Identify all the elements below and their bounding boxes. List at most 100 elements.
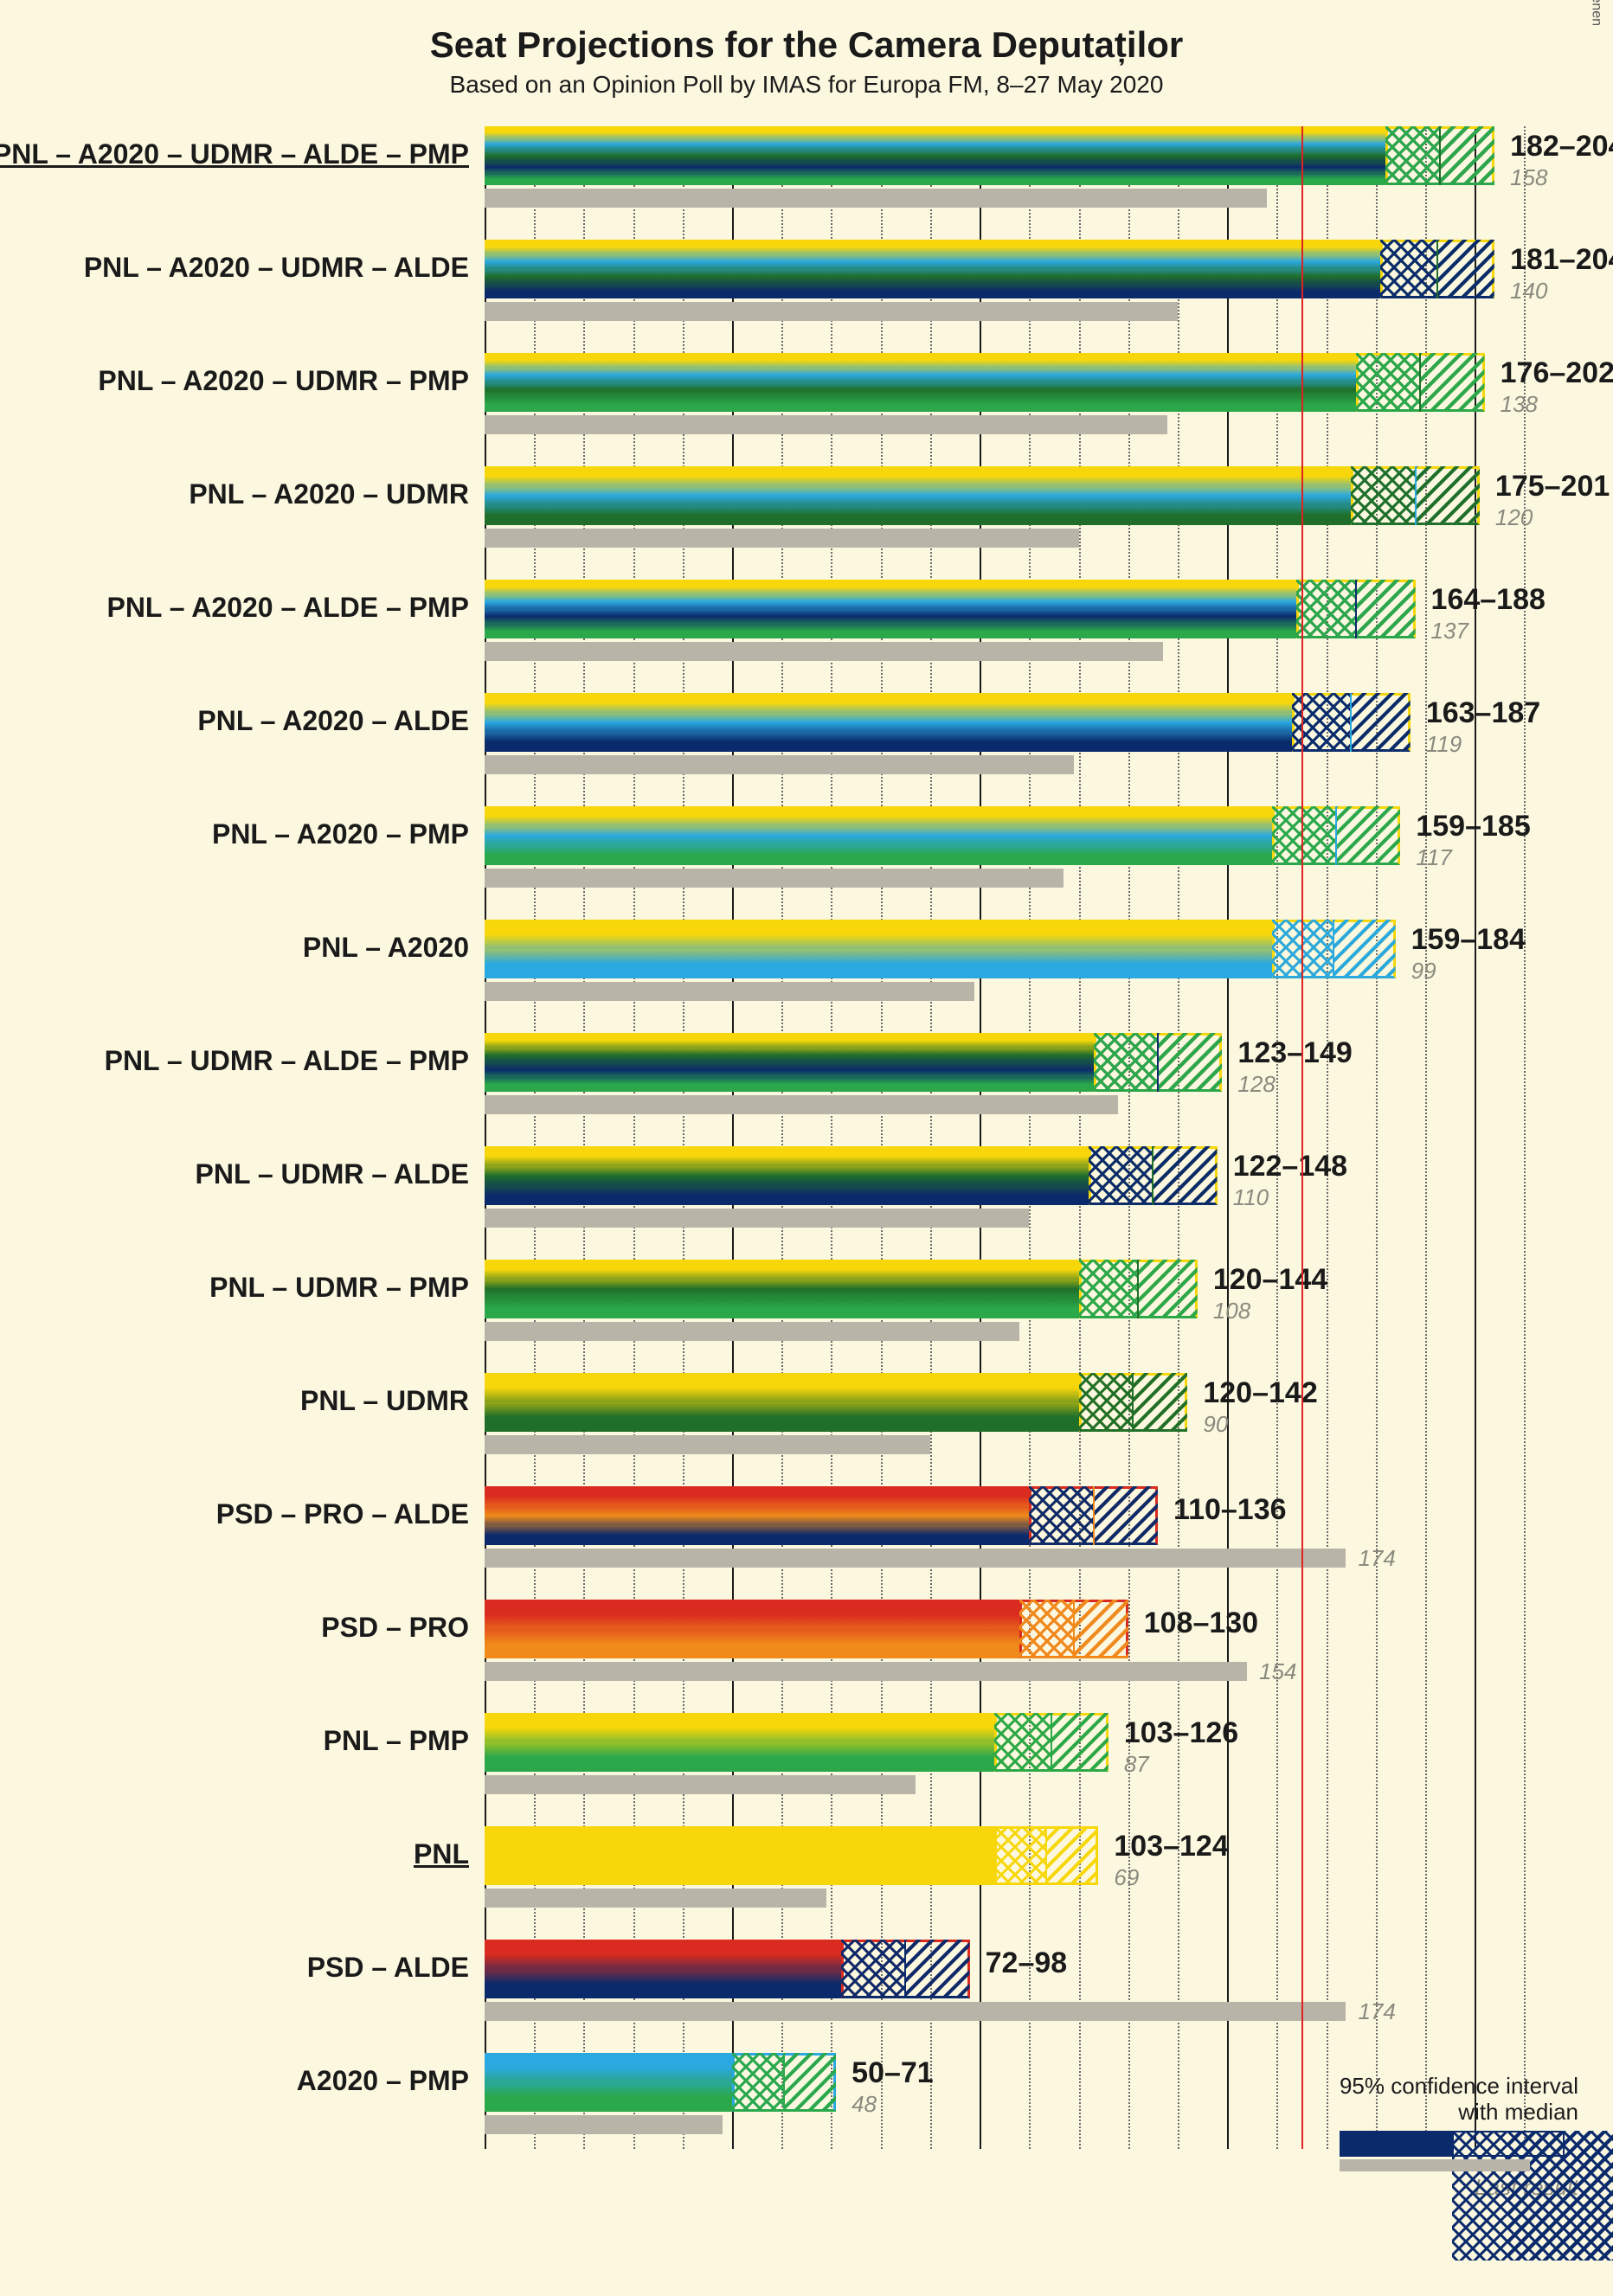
last-result-bar xyxy=(485,1209,1029,1228)
last-result-label: 140 xyxy=(1510,278,1547,305)
coalition-label: PNL – A2020 – UDMR – ALDE xyxy=(84,252,469,284)
last-result-label: 120 xyxy=(1495,504,1533,531)
chart-subtitle: Based on an Opinion Poll by IMAS for Eur… xyxy=(0,71,1613,99)
ci-upper-hatch xyxy=(1416,466,1480,525)
legend-ci-line2: with median xyxy=(1340,2100,1578,2126)
last-result-label: 138 xyxy=(1501,391,1538,418)
last-result-label: 174 xyxy=(1358,1545,1395,1572)
last-result-bar xyxy=(485,189,1267,208)
coalition-label: PNL – A2020 – UDMR xyxy=(189,478,469,510)
coalition-row: 120–144108 xyxy=(485,1260,1575,1363)
median-tick xyxy=(1350,693,1352,752)
coalition-label: PNL – UDMR – ALDE – PMP xyxy=(105,1045,469,1077)
ci-upper-hatch xyxy=(1420,353,1484,412)
last-result-bar xyxy=(485,642,1163,661)
chart-page: Seat Projections for the Camera Deputați… xyxy=(0,0,1613,2296)
range-label: 181–204 xyxy=(1510,243,1613,277)
coalition-label: PSD – PRO – ALDE xyxy=(216,1498,469,1530)
ci-lower-hatch xyxy=(732,2053,784,2112)
bar-solid xyxy=(485,2053,732,2112)
ci-lower-hatch xyxy=(1351,466,1415,525)
median-tick xyxy=(1355,580,1357,638)
ci-lower-hatch xyxy=(1019,1600,1074,1658)
coalition-row: 159–18499 xyxy=(485,920,1575,1023)
ci-lower-hatch xyxy=(1029,1486,1093,1545)
last-result-label: 69 xyxy=(1114,1864,1139,1891)
range-label: 123–149 xyxy=(1237,1036,1352,1070)
range-label: 120–144 xyxy=(1213,1263,1327,1297)
bar-solid xyxy=(485,353,1356,412)
coalition-row: 175–201120 xyxy=(485,466,1575,570)
median-tick xyxy=(783,2053,785,2112)
bar-solid xyxy=(485,126,1385,185)
last-result-bar xyxy=(485,982,974,1001)
coalition-row: 110–136 174 xyxy=(485,1486,1575,1590)
last-result-bar xyxy=(485,302,1178,321)
median-tick xyxy=(1333,920,1334,978)
median-tick xyxy=(1137,1260,1139,1318)
bar-solid xyxy=(485,1260,1079,1318)
range-label: 182–204 xyxy=(1510,130,1613,164)
ci-lower-hatch xyxy=(1380,240,1437,298)
bar-solid xyxy=(485,466,1351,525)
ci-upper-hatch xyxy=(1351,693,1411,752)
coalition-row: 103–12687 xyxy=(485,1713,1575,1817)
ci-upper-hatch xyxy=(905,1940,969,1998)
last-result-bar xyxy=(485,1662,1247,1681)
ci-lower-hatch xyxy=(994,1713,1051,1772)
last-result-bar xyxy=(485,2002,1346,2021)
last-result-label: 99 xyxy=(1411,958,1436,984)
ci-upper-hatch xyxy=(1138,1260,1198,1318)
coalition-row: 182–204158 xyxy=(485,126,1575,230)
coalition-row: 181–204140 xyxy=(485,240,1575,343)
last-result-bar xyxy=(485,755,1074,774)
median-tick xyxy=(1335,806,1337,865)
coalition-label: PNL – UDMR – PMP xyxy=(209,1272,469,1304)
bar-solid xyxy=(485,693,1292,752)
coalition-label: PNL – A2020 – ALDE – PMP xyxy=(106,592,469,624)
last-result-label: 119 xyxy=(1426,731,1462,758)
last-result-bar xyxy=(485,529,1079,548)
bar-solid xyxy=(485,1600,1019,1658)
coalition-row: 120–14290 xyxy=(485,1373,1575,1477)
bar-solid xyxy=(485,1146,1089,1205)
ci-lower-hatch xyxy=(1079,1373,1134,1432)
ci-upper-hatch xyxy=(1437,240,1494,298)
coalition-row: 123–149128 xyxy=(485,1033,1575,1137)
chart-title: Seat Projections for the Camera Deputați… xyxy=(0,0,1613,66)
ci-upper-hatch xyxy=(1440,126,1494,185)
coalition-label: PSD – PRO xyxy=(321,1612,469,1644)
median-tick xyxy=(1152,1146,1154,1205)
coalition-label: PSD – ALDE xyxy=(307,1952,469,1984)
copyright-notice: © 2020 Filip van Laenen xyxy=(1589,0,1604,26)
range-label: 72–98 xyxy=(986,1946,1068,1980)
ci-lower-hatch xyxy=(1292,693,1352,752)
bar-solid xyxy=(485,240,1380,298)
ci-upper-hatch xyxy=(1158,1033,1222,1092)
coalition-label: PNL – A2020 – ALDE xyxy=(197,705,469,737)
range-label: 103–126 xyxy=(1124,1716,1238,1750)
last-result-label: 154 xyxy=(1259,1658,1296,1685)
range-label: 110–136 xyxy=(1173,1493,1287,1527)
ci-lower-hatch xyxy=(841,1940,905,1998)
last-result-bar xyxy=(485,1095,1118,1114)
range-label: 176–202 xyxy=(1501,356,1613,390)
range-label: 120–142 xyxy=(1203,1376,1317,1410)
median-tick xyxy=(1132,1373,1134,1432)
coalition-label: PNL – A2020 – UDMR – ALDE – PMP xyxy=(0,138,469,170)
last-result-bar xyxy=(485,1322,1019,1341)
last-result-label: 108 xyxy=(1213,1298,1250,1324)
bar-solid xyxy=(485,580,1296,638)
bar-solid xyxy=(485,806,1272,865)
range-label: 122–148 xyxy=(1233,1150,1347,1183)
legend-sample-bar xyxy=(1340,2131,1565,2172)
bar-solid xyxy=(485,1373,1079,1432)
last-result-label: 90 xyxy=(1203,1411,1228,1438)
ci-upper-hatch xyxy=(1094,1486,1158,1545)
coalition-row: 176–202138 xyxy=(485,353,1575,457)
ci-upper-hatch xyxy=(1133,1373,1187,1432)
last-result-label: 137 xyxy=(1431,618,1468,645)
last-result-bar xyxy=(485,415,1167,434)
last-result-label: 48 xyxy=(851,2091,877,2118)
median-tick xyxy=(1045,1826,1047,1885)
